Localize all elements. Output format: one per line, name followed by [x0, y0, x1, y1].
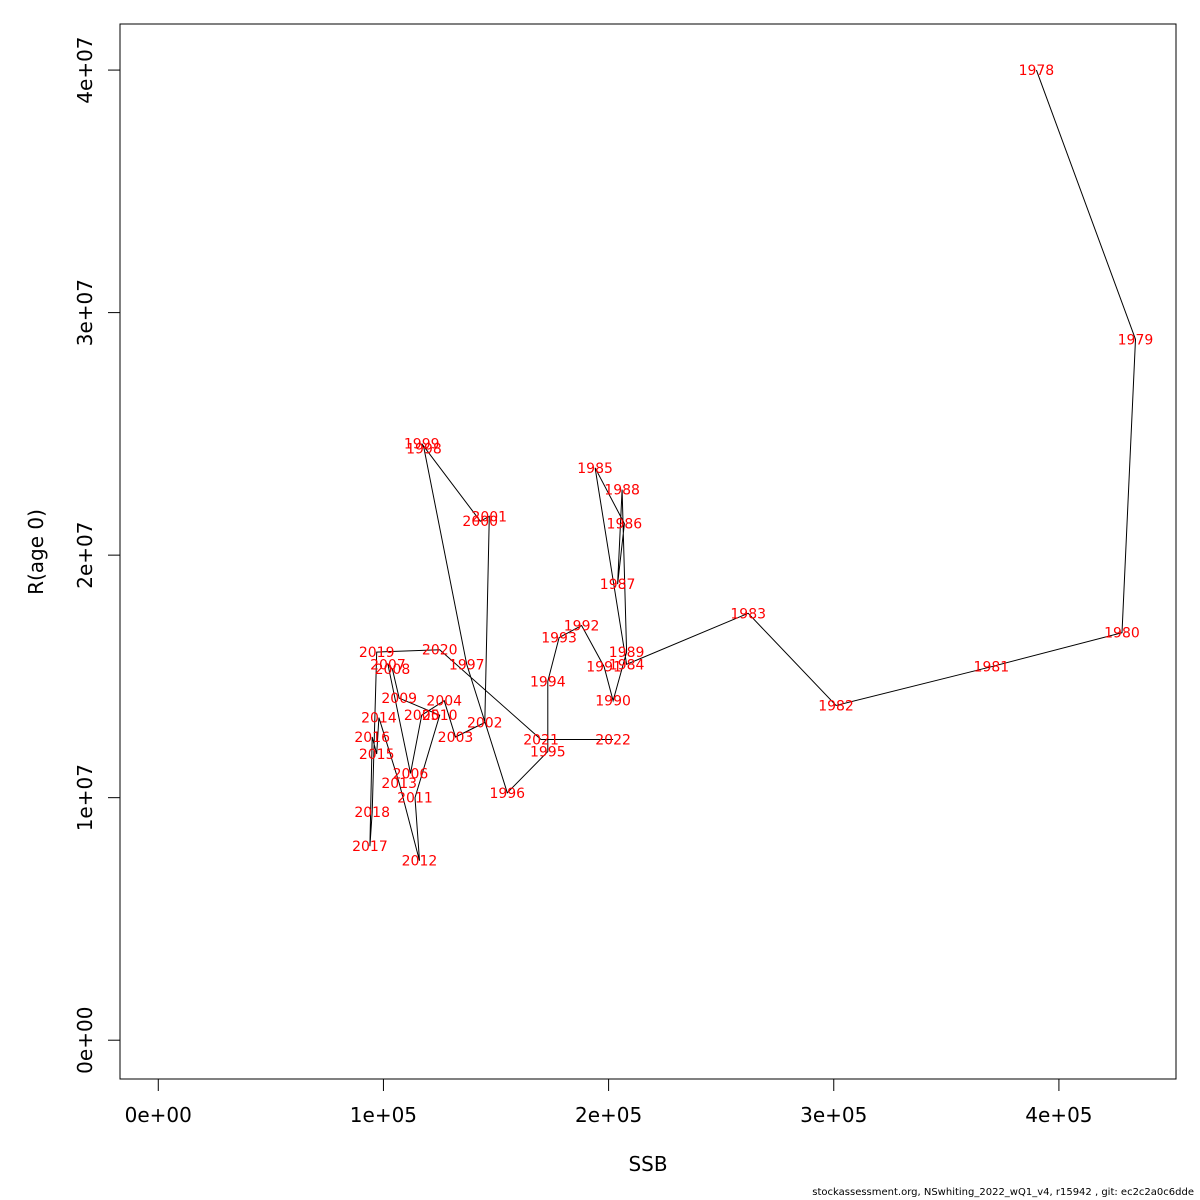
y-tick-label: 2e+07 [73, 522, 97, 589]
x-axis: 0e+00 1e+05 2e+05 3e+05 4e+05 [125, 1078, 1093, 1127]
year-label-1995: 1995 [530, 745, 566, 761]
year-label-2000: 2000 [462, 514, 498, 530]
year-label-1998: 1998 [406, 441, 442, 457]
year-label-2012: 2012 [402, 854, 438, 870]
year-label-2022: 2022 [595, 732, 631, 748]
y-tick-label: 1e+07 [73, 764, 97, 831]
x-tick-label: 4e+05 [1025, 1103, 1092, 1127]
year-label-2006: 2006 [393, 766, 429, 782]
year-label-2021: 2021 [523, 732, 559, 748]
year-label-1989: 1989 [609, 645, 645, 661]
year-label-1986: 1986 [607, 517, 643, 533]
year-label-2005: 2005 [404, 708, 440, 724]
year-labels: 1978 1979 1980 1981 1982 1983 1984 1985 1986 1987… [352, 63, 1153, 870]
year-label-1999: 1999 [404, 437, 440, 453]
year-label-2016: 2016 [354, 730, 390, 746]
year-label-2017: 2017 [352, 839, 388, 855]
year-label-2007: 2007 [370, 657, 406, 673]
year-label-1988: 1988 [604, 483, 640, 499]
x-tick-label: 2e+05 [575, 1103, 642, 1127]
year-label-2003: 2003 [438, 730, 474, 746]
year-label-1992: 1992 [564, 618, 600, 634]
year-label-1981: 1981 [974, 660, 1010, 676]
year-label-1980: 1980 [1104, 626, 1140, 642]
year-label-1978: 1978 [1019, 63, 1055, 79]
year-label-2010: 2010 [422, 708, 458, 724]
year-label-1990: 1990 [595, 694, 631, 710]
year-label-1982: 1982 [818, 699, 854, 715]
year-label-1987: 1987 [600, 577, 636, 593]
year-label-2009: 2009 [381, 691, 417, 707]
year-label-1993: 1993 [541, 631, 577, 647]
year-label-2019: 2019 [359, 645, 395, 661]
year-label-2018: 2018 [354, 805, 390, 821]
year-label-1985: 1985 [577, 461, 613, 477]
x-tick-label: 3e+05 [800, 1103, 867, 1127]
year-label-1984: 1984 [609, 657, 645, 673]
year-label-1983: 1983 [730, 606, 766, 622]
y-axis: 0e+00 1e+07 2e+07 3e+07 4e+07 [73, 36, 121, 1074]
year-label-2004: 2004 [426, 694, 462, 710]
year-label-1994: 1994 [530, 674, 566, 690]
x-axis-title: SSB [628, 1152, 667, 1176]
footer-credit: stockassessment.org, NSwhiting_2022_wQ1_… [812, 1187, 1194, 1198]
year-label-1979: 1979 [1118, 332, 1154, 348]
x-tick-label: 1e+05 [350, 1103, 417, 1127]
plot-frame [119, 23, 1177, 1080]
year-label-1996: 1996 [489, 786, 525, 802]
series-line [369, 69, 1137, 861]
year-label-2020: 2020 [422, 643, 458, 659]
year-label-1991: 1991 [586, 660, 622, 676]
x-tick-label: 0e+00 [125, 1103, 192, 1127]
y-tick-label: 3e+07 [73, 279, 97, 346]
y-tick-label: 0e+00 [73, 1007, 97, 1074]
year-label-1997: 1997 [449, 657, 485, 673]
year-label-2011: 2011 [397, 791, 433, 807]
year-label-2002: 2002 [467, 715, 503, 731]
year-label-2015: 2015 [359, 747, 395, 763]
year-label-2013: 2013 [381, 776, 417, 792]
y-tick-label: 4e+07 [73, 36, 97, 103]
year-label-2014: 2014 [361, 711, 397, 727]
year-label-2008: 2008 [375, 662, 411, 678]
year-label-2001: 2001 [471, 509, 507, 525]
y-axis-title: R(age 0) [24, 509, 48, 595]
